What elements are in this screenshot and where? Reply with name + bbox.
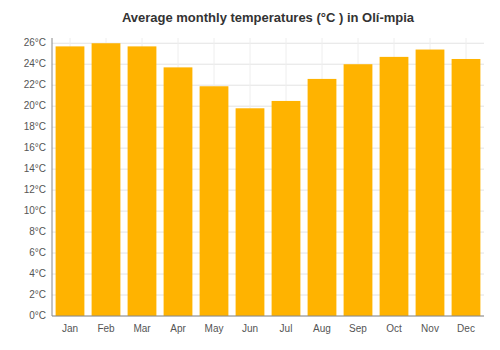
bar — [380, 57, 409, 316]
y-tick-label: 8°C — [29, 226, 46, 237]
y-tick-label: 6°C — [29, 247, 46, 258]
axes: 0°C 2°C 4°C 6°C 8°C 10°C 12°C 14°C 16°C 18°C 20°C 2… — [24, 37, 484, 334]
title: Average monthly temperatures (°C ) in Ol… — [122, 10, 415, 25]
x-tick-label: Nov — [421, 323, 439, 334]
y-tick-label: 10°C — [24, 205, 46, 216]
y-tick-label: 2°C — [29, 289, 46, 300]
chart-svg: 0°C 2°C 4°C 6°C 8°C 10°C 12°C 14°C 16°C 18°C 20°C 2… — [0, 0, 500, 350]
grid — [52, 38, 484, 316]
x-tick-label: Mar — [133, 323, 151, 334]
y-grid-line — [52, 316, 484, 317]
y-tick-label: 0°C — [29, 310, 46, 321]
x-tick-label: Aug — [313, 323, 331, 334]
y-tick-label: 16°C — [24, 142, 46, 153]
x-axis-line — [52, 316, 484, 317]
bar — [164, 67, 193, 316]
y-tick-label: 26°C — [24, 37, 46, 48]
y-tick-label: 4°C — [29, 268, 46, 279]
x-tick-label: May — [205, 323, 224, 334]
y-tick-label: 22°C — [24, 79, 46, 90]
bar — [416, 50, 445, 316]
bar — [344, 64, 373, 316]
bar — [452, 59, 481, 316]
y-tick-label: 24°C — [24, 58, 46, 69]
y-axis-line — [52, 38, 53, 316]
bars — [56, 43, 481, 316]
bar — [92, 43, 121, 316]
x-tick-label: Sep — [349, 323, 367, 334]
bar — [128, 46, 157, 316]
x-tick-label: Jun — [242, 323, 258, 334]
x-tick-label: Jan — [62, 323, 78, 334]
y-tick-label: 12°C — [24, 184, 46, 195]
x-tick-label: Feb — [97, 323, 115, 334]
x-tick-label: Oct — [386, 323, 402, 334]
y-tick-label: 18°C — [24, 121, 46, 132]
bar — [236, 108, 265, 316]
bar — [308, 79, 337, 316]
chart-container: 0°C 2°C 4°C 6°C 8°C 10°C 12°C 14°C 16°C 18°C 20°C 2… — [0, 0, 500, 350]
bar — [272, 101, 301, 316]
page: {"chart_data": {"type": "bar", "title": … — [0, 0, 500, 350]
y-tick-label: 20°C — [24, 100, 46, 111]
y-tick-label: 14°C — [24, 163, 46, 174]
x-tick-label: Apr — [170, 323, 186, 334]
bar — [200, 86, 229, 316]
bar — [56, 46, 85, 316]
x-tick-label: Dec — [457, 323, 475, 334]
x-tick-label: Jul — [280, 323, 293, 334]
